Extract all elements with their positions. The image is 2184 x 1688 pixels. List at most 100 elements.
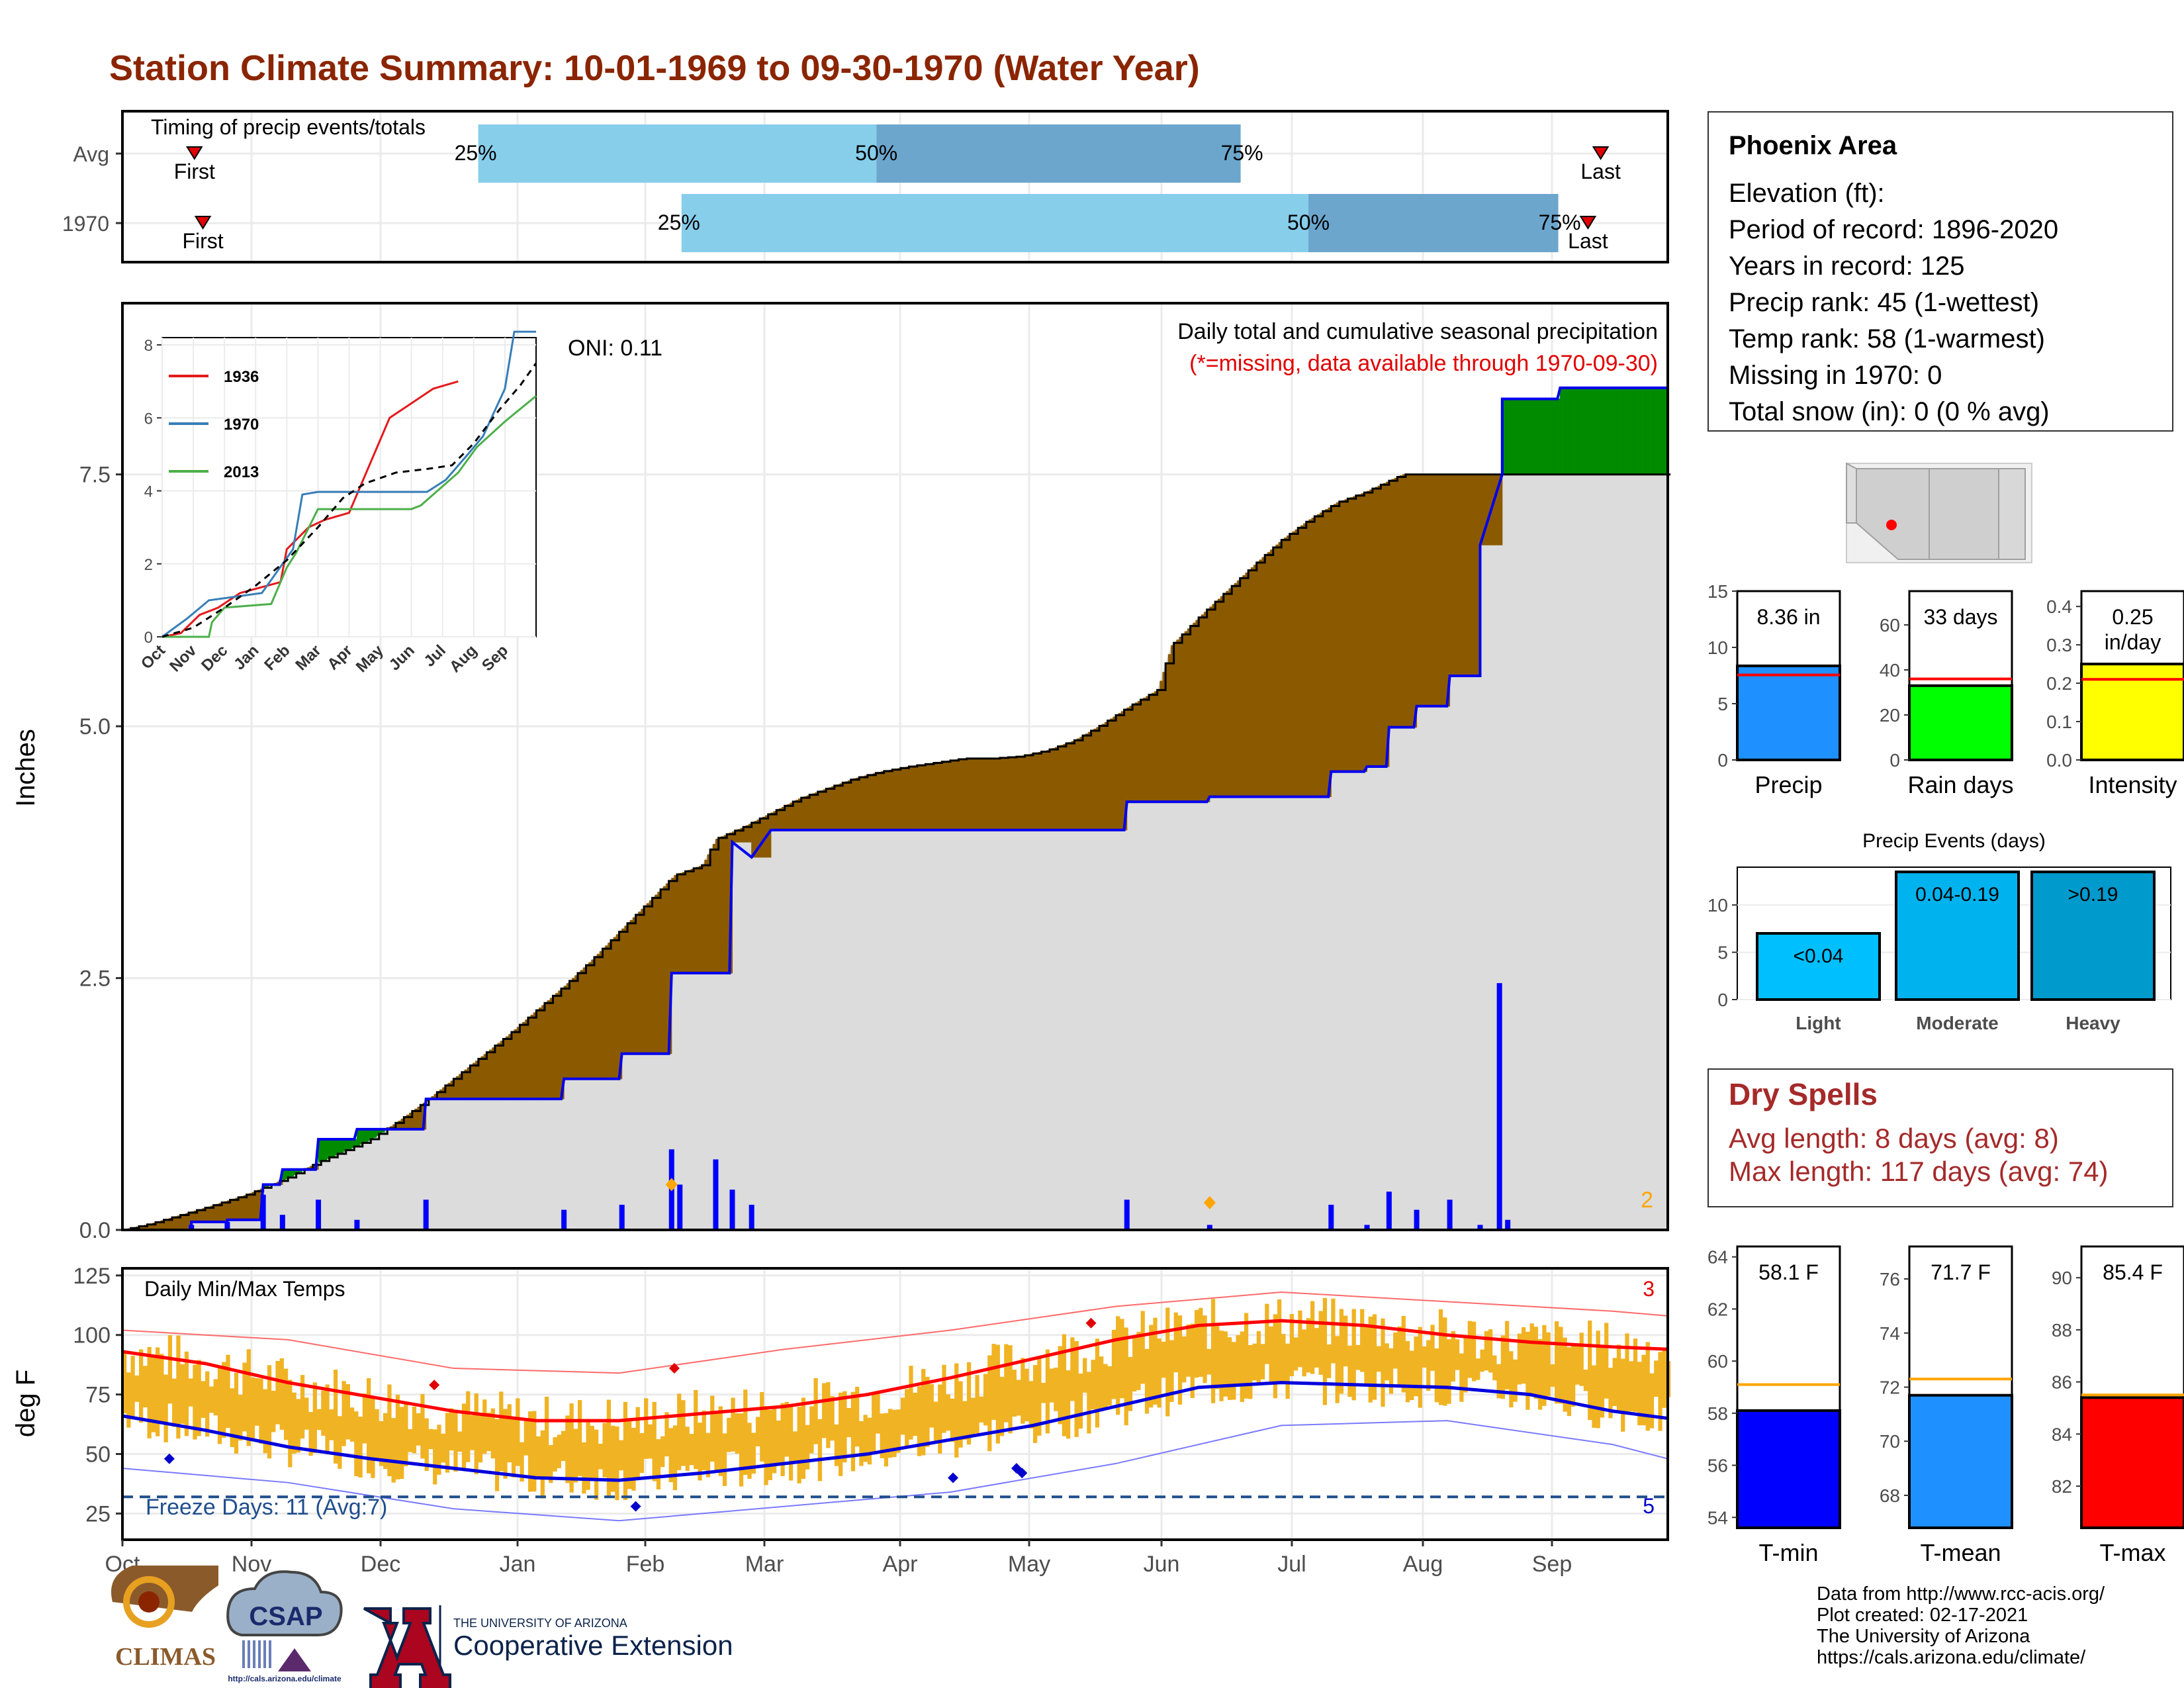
dry-spells-avg: Avg length: 8 days (avg: 8) — [1729, 1123, 2059, 1154]
inset-legend-label: 1970 — [224, 416, 259, 434]
climas-sun-core-icon — [138, 1591, 159, 1613]
precip-ytick-label: 5.0 — [79, 714, 111, 739]
timing-panel-border — [121, 110, 1669, 263]
gauge-tmean-ytick-label: 76 — [1880, 1269, 1900, 1289]
gauge-precip-ytick-label: 10 — [1707, 637, 1728, 658]
temps-avg-max-line — [122, 1319, 1668, 1423]
dry-spells-title: Dry Spells — [1729, 1077, 1878, 1111]
station-precip-rank: Precip rank: 45 (1-wettest) — [1729, 288, 2040, 317]
gauge-intensity-ytick-label: 0.4 — [2046, 596, 2072, 617]
gauge-tmin-bar — [1736, 1409, 1841, 1530]
events-ytick-label: 0 — [1717, 990, 1728, 1010]
month-xtick-label: Feb — [626, 1552, 665, 1577]
month-xtick-label: May — [1008, 1552, 1050, 1577]
timing-bar-early — [681, 194, 1308, 252]
inset-ytick-label: 4 — [144, 483, 153, 501]
temps-record-min-line — [122, 1420, 1668, 1522]
precip-daily-bar — [749, 1204, 754, 1230]
precip-corner-note: 2 — [1641, 1188, 1653, 1213]
dry-spells-box: Dry Spells Avg length: 8 days (avg: 8) M… — [1707, 1068, 2173, 1207]
month-xtick-label: Nov — [232, 1552, 271, 1577]
timing-label-50: 50% — [855, 141, 897, 165]
events-bar-label: <0.04 — [1794, 945, 1844, 967]
temps-ytick-label: 100 — [73, 1323, 111, 1348]
page-title: Station Climate Summary: 10-01-1969 to 0… — [109, 48, 1200, 88]
timing-label-25: 25% — [658, 211, 700, 234]
gauge-precip-value-label: 8.36 in — [1756, 605, 1820, 629]
timing-bar-late — [876, 124, 1241, 183]
timing-label-75: 75% — [1539, 211, 1581, 234]
gauge-tmean-category-label: T-mean — [1920, 1539, 2001, 1566]
precip-daily-bar — [619, 1204, 625, 1230]
precip-obs-line — [122, 386, 1668, 1231]
footer-line-3: The University of Arizona — [1817, 1626, 2030, 1647]
precip-daily-bar — [1206, 1225, 1212, 1230]
precip-ytick-label: 2.5 — [79, 966, 111, 992]
timing-row-label: Avg — [73, 142, 109, 166]
temps-record-low-point — [1017, 1468, 1028, 1479]
timing-bar-early — [478, 124, 877, 183]
logo-csap: CSAP http://cals.arizona.edu/climate — [226, 1570, 343, 1683]
precip-daily-bar — [729, 1190, 735, 1230]
footer-line-4: https://cals.arizona.edu/climate/ — [1817, 1647, 2086, 1668]
precip-daily-bar — [561, 1209, 567, 1230]
climas-sun-icon — [123, 1576, 175, 1628]
gauge-intensity-ytick-label: 0.3 — [2046, 635, 2072, 655]
inset-ytick-label: 2 — [144, 556, 153, 574]
ua-block-a-icon — [363, 1607, 451, 1688]
temps-record-low-point — [163, 1453, 175, 1464]
gauge-raindays-bar — [1908, 684, 2013, 762]
temps-ytick-label: 125 — [73, 1264, 111, 1289]
first-label: First — [182, 229, 223, 253]
inset-legend-label: 1936 — [224, 368, 259, 386]
month-xtick-label: Dec — [361, 1552, 400, 1577]
gauge-precip-ytick-label: 0 — [1717, 750, 1728, 771]
gauge-raindays-value-label: 33 days — [1923, 605, 1997, 629]
gauge-tmean-bar — [1908, 1393, 2013, 1529]
temps-top-count: 3 — [1643, 1277, 1655, 1301]
inset-ytick-label: 0 — [144, 629, 153, 647]
gauge-raindays-ytick-label: 20 — [1880, 705, 1900, 726]
station-elevation: Elevation (ft): — [1729, 179, 1885, 208]
temps-daily-range — [122, 1297, 1671, 1501]
temps-record-high-point — [1085, 1317, 1097, 1329]
temps-ylabel: deg F — [11, 1370, 40, 1437]
gauge-tmin-ytick-label: 64 — [1707, 1247, 1728, 1268]
footer-line-1: Data from http://www.rcc-acis.org/ — [1817, 1583, 2105, 1605]
first-marker-icon — [194, 216, 212, 230]
precip-daily-bar — [224, 1221, 230, 1230]
temps-ytick-label: 25 — [85, 1501, 111, 1526]
events-ytick-label: 5 — [1717, 943, 1728, 963]
timing-label-50: 50% — [1287, 211, 1330, 234]
events-bar — [1756, 932, 1881, 1001]
gauge-tmean-ytick-label: 72 — [1880, 1378, 1900, 1398]
temps-freeze-label: Freeze Days: 11 (Avg:7) — [146, 1495, 387, 1520]
events-category-label: Moderate — [1916, 1013, 1998, 1033]
gauge-raindays-ytick-label: 60 — [1880, 615, 1900, 635]
temps-title: Daily Min/Max Temps — [144, 1277, 345, 1301]
gauge-tmax-ytick-label: 90 — [2052, 1268, 2072, 1288]
gauge-precip-ytick-label: 15 — [1707, 581, 1728, 602]
inset-series-1970 — [161, 330, 536, 638]
station-temp-rank: Temp rank: 58 (1-warmest) — [1729, 324, 2045, 353]
precip-subtitle: (*=missing, data available through 1970-… — [1189, 351, 1658, 376]
timing-label-75: 75% — [1221, 141, 1263, 165]
last-marker-icon — [1579, 216, 1597, 230]
csap-url: http://cals.arizona.edu/climate — [228, 1674, 341, 1683]
map-texas — [1998, 468, 2026, 560]
temps-ytick-label: 75 — [85, 1383, 111, 1408]
events-bar-label: >0.19 — [2068, 884, 2118, 906]
precip-daily-bar — [1124, 1199, 1130, 1230]
gauge-intensity-category-label: Intensity — [2088, 771, 2177, 798]
events-bar-label: 0.04-0.19 — [1915, 884, 1999, 906]
precip-avg-line — [122, 473, 1671, 1231]
precip-note-marker — [1203, 1196, 1216, 1209]
precip-ytick-label: 7.5 — [79, 463, 111, 488]
events-category-label: Light — [1796, 1013, 1841, 1033]
inset-series-1936 — [161, 380, 459, 638]
temps-ytick-label: 50 — [85, 1442, 111, 1468]
precip-daily-bar — [260, 1194, 266, 1230]
timing-title: Timing of precip events/totals — [151, 115, 426, 139]
